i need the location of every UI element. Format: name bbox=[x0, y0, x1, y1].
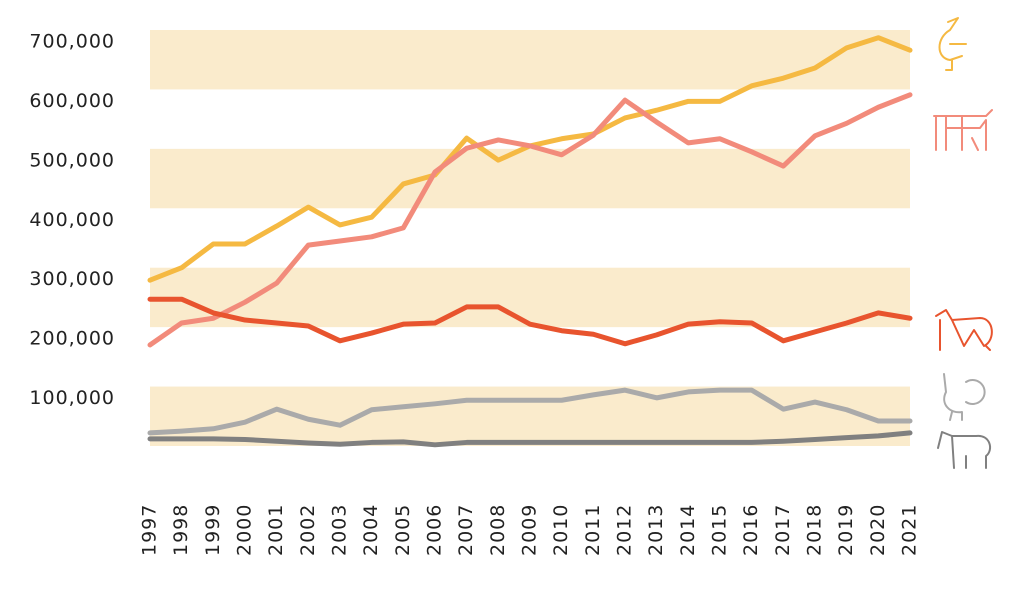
x-tick-label: 2010 bbox=[550, 504, 572, 556]
grid-band bbox=[150, 267, 910, 328]
grid-band bbox=[150, 148, 910, 209]
x-tick-label: 1997 bbox=[139, 504, 161, 556]
x-tick-label: 2008 bbox=[487, 504, 509, 556]
x-tick-label: 2003 bbox=[329, 504, 351, 556]
bands bbox=[150, 30, 910, 446]
y-tick-label: 300,000 bbox=[29, 268, 115, 290]
x-tick-label: 2018 bbox=[804, 504, 826, 556]
x-tick-label: 2019 bbox=[835, 504, 857, 556]
y-tick-label: 200,000 bbox=[29, 328, 115, 350]
icon-goat bbox=[937, 431, 992, 469]
icons bbox=[933, 17, 993, 469]
icon-turkey bbox=[943, 373, 986, 421]
x-tick-label: 2013 bbox=[645, 504, 667, 556]
x-tick-label: 2005 bbox=[392, 504, 414, 556]
x-tick-label: 2009 bbox=[519, 504, 541, 556]
x-tick-label: 1999 bbox=[202, 504, 224, 556]
x-tick-label: 2020 bbox=[867, 504, 889, 556]
series-line bbox=[147, 387, 913, 436]
y-tick-label: 500,000 bbox=[29, 149, 115, 171]
series-line bbox=[147, 92, 913, 348]
x-tick-label: 2002 bbox=[297, 504, 319, 556]
x-tick-label: 2004 bbox=[360, 504, 382, 556]
y-tick-label: 600,000 bbox=[29, 90, 115, 112]
y-tick-label: 700,000 bbox=[29, 31, 115, 53]
x-tick-label: 2007 bbox=[455, 504, 477, 556]
x-tick-label: 2006 bbox=[424, 504, 446, 556]
series-line bbox=[147, 430, 913, 448]
x-tick-label: 2011 bbox=[582, 504, 604, 556]
x-tick-label: 2017 bbox=[772, 504, 794, 556]
y-tick-label: 400,000 bbox=[29, 209, 115, 231]
x-tick-label: 2012 bbox=[614, 504, 636, 556]
icon-beef bbox=[933, 109, 993, 151]
x-tick-label: 1998 bbox=[170, 504, 192, 556]
series-line bbox=[147, 296, 913, 347]
x-tick-label: 2016 bbox=[740, 504, 762, 556]
icon-chicken bbox=[938, 17, 967, 71]
x-tick-label: 2014 bbox=[677, 504, 699, 556]
x-tick-label: 2015 bbox=[709, 504, 731, 556]
grid-band bbox=[150, 30, 910, 90]
grid-band bbox=[150, 386, 910, 446]
icon-cow bbox=[935, 309, 993, 351]
y-tick-label: 100,000 bbox=[29, 387, 115, 409]
x-tick-label: 2001 bbox=[265, 504, 287, 556]
x-tick-label: 2021 bbox=[899, 504, 921, 556]
x-tick-label: 2000 bbox=[234, 504, 256, 556]
